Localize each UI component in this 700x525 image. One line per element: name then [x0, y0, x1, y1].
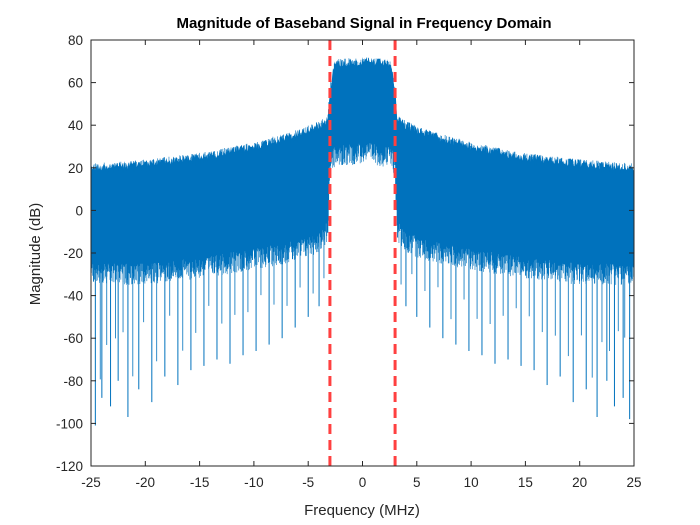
spectrum-comb [91, 57, 634, 285]
x-tick-label: 20 [572, 475, 587, 490]
y-axis-title: Magnitude (dB) [27, 203, 44, 306]
y-tick-label: -100 [56, 416, 83, 431]
chart-title: Magnitude of Baseband Signal in Frequenc… [176, 15, 551, 32]
y-tick-label: 60 [68, 76, 83, 91]
x-tick-label: -10 [244, 475, 264, 490]
x-axis-title: Frequency (MHz) [304, 502, 420, 519]
y-tick-label: -80 [63, 374, 83, 389]
x-tick-label: 15 [518, 475, 533, 490]
y-tick-label: 80 [68, 33, 83, 48]
y-tick-label: -20 [63, 246, 83, 261]
axes: -25 -20 -15 -10 -5 0 5 10 15 20 25 -120 -100 -80 -60 -4… [56, 33, 642, 490]
x-tick-label: -20 [136, 475, 156, 490]
y-tick-label: -40 [63, 289, 83, 304]
x-tick-label: 10 [464, 475, 479, 490]
y-tick-label: -60 [63, 331, 83, 346]
x-tick-label: -25 [81, 475, 101, 490]
y-tick-label: 40 [68, 118, 83, 133]
x-tick-label: 5 [413, 475, 421, 490]
y-tick-label: 0 [75, 203, 83, 218]
x-tick-label: -15 [190, 475, 210, 490]
spectrum-series [91, 57, 634, 426]
band-markers [328, 40, 397, 466]
x-tick-label: 25 [626, 475, 641, 490]
y-tick-label: 20 [68, 161, 83, 176]
x-tick-label: 0 [359, 475, 367, 490]
x-tick-label: -5 [302, 475, 314, 490]
y-tick-label: -120 [56, 459, 83, 474]
